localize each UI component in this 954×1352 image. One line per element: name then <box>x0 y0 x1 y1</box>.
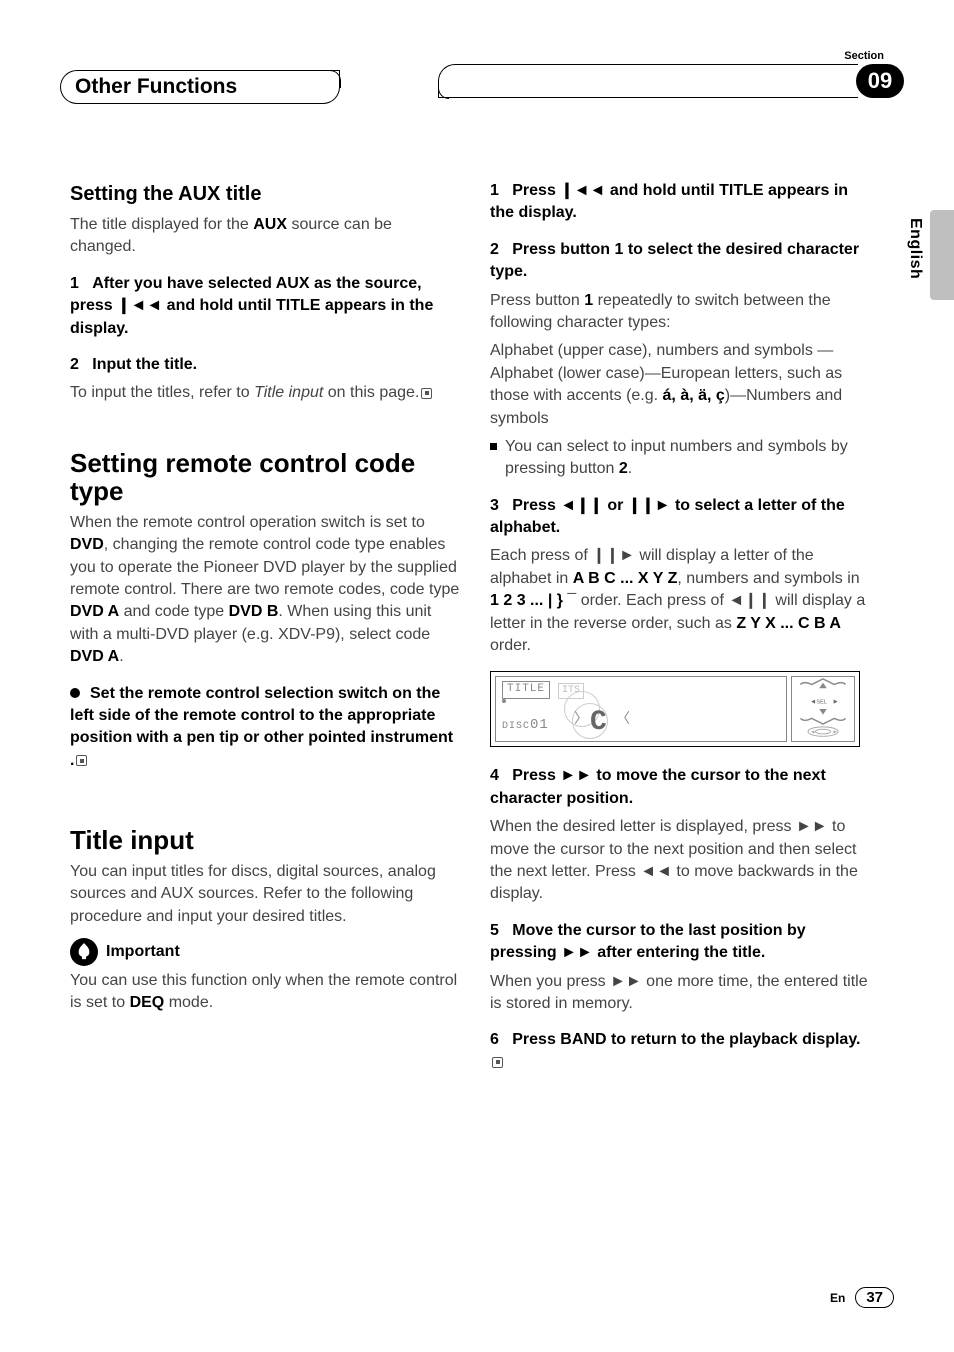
pause-right-icon: ❙❙► <box>592 547 635 564</box>
aux-step1: 1 After you have selected AUX as the sou… <box>70 273 460 340</box>
lcd-disc-label: DISC01 <box>502 716 549 736</box>
end-mark-icon <box>421 388 432 399</box>
footer-page-number: 37 <box>855 1287 894 1308</box>
language-tab-bg <box>930 210 954 300</box>
language-tab: English <box>906 218 924 279</box>
lcd-panel: TITLE ITS DISC01 〉 C 〈 <box>495 676 787 742</box>
section-badge: Section 09 <box>438 50 904 98</box>
display-figure: TITLE ITS DISC01 〉 C 〈 <box>490 671 860 747</box>
chapter-pill: Other Functions <box>60 70 340 104</box>
ti-step2-note: You can select to input numbers and symb… <box>490 436 870 481</box>
ti-step5-body: When you press ►► one more time, the ent… <box>490 971 870 1016</box>
section-label: Section <box>438 50 904 62</box>
bullet-square-icon <box>490 443 497 450</box>
aux-intro: The title displayed for the AUX source c… <box>70 214 460 259</box>
ti-step4-head: 4 Press ►► to move the cursor to the nex… <box>490 765 870 810</box>
title-input-intro: You can input titles for discs, digital … <box>70 861 460 928</box>
heading-remote-code: Setting remote control code type <box>70 449 460 506</box>
fwd-icon: ►► <box>561 944 593 961</box>
rev-icon: ◄◄ <box>640 863 672 880</box>
skip-back-icon: ❙◄◄ <box>560 182 605 199</box>
right-column: 1 Press ❙◄◄ and hold until TITLE appears… <box>490 180 870 1088</box>
pause-left-icon: ◄❙❙ <box>560 497 603 514</box>
page-header: Other Functions Section 09 <box>70 50 894 100</box>
chapter-title: Other Functions <box>60 70 322 104</box>
ti-step5-head: 5 Move the cursor to the last position b… <box>490 920 870 965</box>
important-text: You can use this function only when the … <box>70 970 460 1015</box>
ti-step2-head: 2 Press button 1 to select the desired c… <box>490 239 870 284</box>
section-number: 09 <box>856 64 904 98</box>
aux-step2-body: To input the titles, refer to Title inpu… <box>70 382 460 404</box>
ti-step1: 1 Press ❙◄◄ and hold until TITLE appears… <box>490 180 870 225</box>
heading-aux-title: Setting the AUX title <box>70 180 460 208</box>
svg-text:►: ► <box>832 730 838 736</box>
lcd-current-letter: C <box>590 703 607 742</box>
pause-left-icon: ◄❙❙ <box>728 592 771 609</box>
skip-back-icon: ❙◄◄ <box>117 297 162 314</box>
bullet-icon <box>70 688 80 698</box>
svg-text:SEL: SEL <box>816 700 827 706</box>
fwd-icon: ►► <box>796 818 828 835</box>
important-row: Important <box>70 938 460 966</box>
aux-step2-head: 2 Input the title. <box>70 354 460 376</box>
left-column: Setting the AUX title The title displaye… <box>70 180 460 1088</box>
lcd-title-label: TITLE <box>502 681 550 698</box>
important-icon <box>70 938 98 966</box>
ti-step3-body: Each press of ❙❙► will display a letter … <box>490 545 870 657</box>
content-columns: Setting the AUX title The title displaye… <box>70 180 894 1088</box>
page-footer: En 37 <box>830 1287 894 1308</box>
control-pad: ◄ SEL ► ◄ ► <box>791 676 855 742</box>
end-mark-icon <box>492 1057 503 1068</box>
end-mark-icon <box>76 755 87 766</box>
svg-text:◄: ◄ <box>810 699 817 706</box>
svg-text:◄: ◄ <box>810 730 816 736</box>
remote-code-body: When the remote control operation switch… <box>70 512 460 669</box>
ti-step4-body: When the desired letter is displayed, pr… <box>490 816 870 906</box>
important-label: Important <box>106 941 180 963</box>
ti-step2-p2: Alphabet (upper case), numbers and symbo… <box>490 340 870 430</box>
ti-step6-head: 6 Press BAND to return to the playback d… <box>490 1029 870 1074</box>
ti-step2-p1: Press button 1 repeatedly to switch betw… <box>490 290 870 335</box>
footer-lang: En <box>830 1291 845 1305</box>
ti-step3-head: 3 Press ◄❙❙ or ❙❙► to select a letter of… <box>490 495 870 540</box>
fwd-icon: ►► <box>560 767 592 784</box>
fwd-icon: ►► <box>610 973 642 990</box>
pause-right-icon: ❙❙► <box>628 497 671 514</box>
remote-code-instruction: Set the remote control selection switch … <box>70 683 460 773</box>
svg-text:►: ► <box>832 699 839 706</box>
heading-title-input: Title input <box>70 826 460 855</box>
